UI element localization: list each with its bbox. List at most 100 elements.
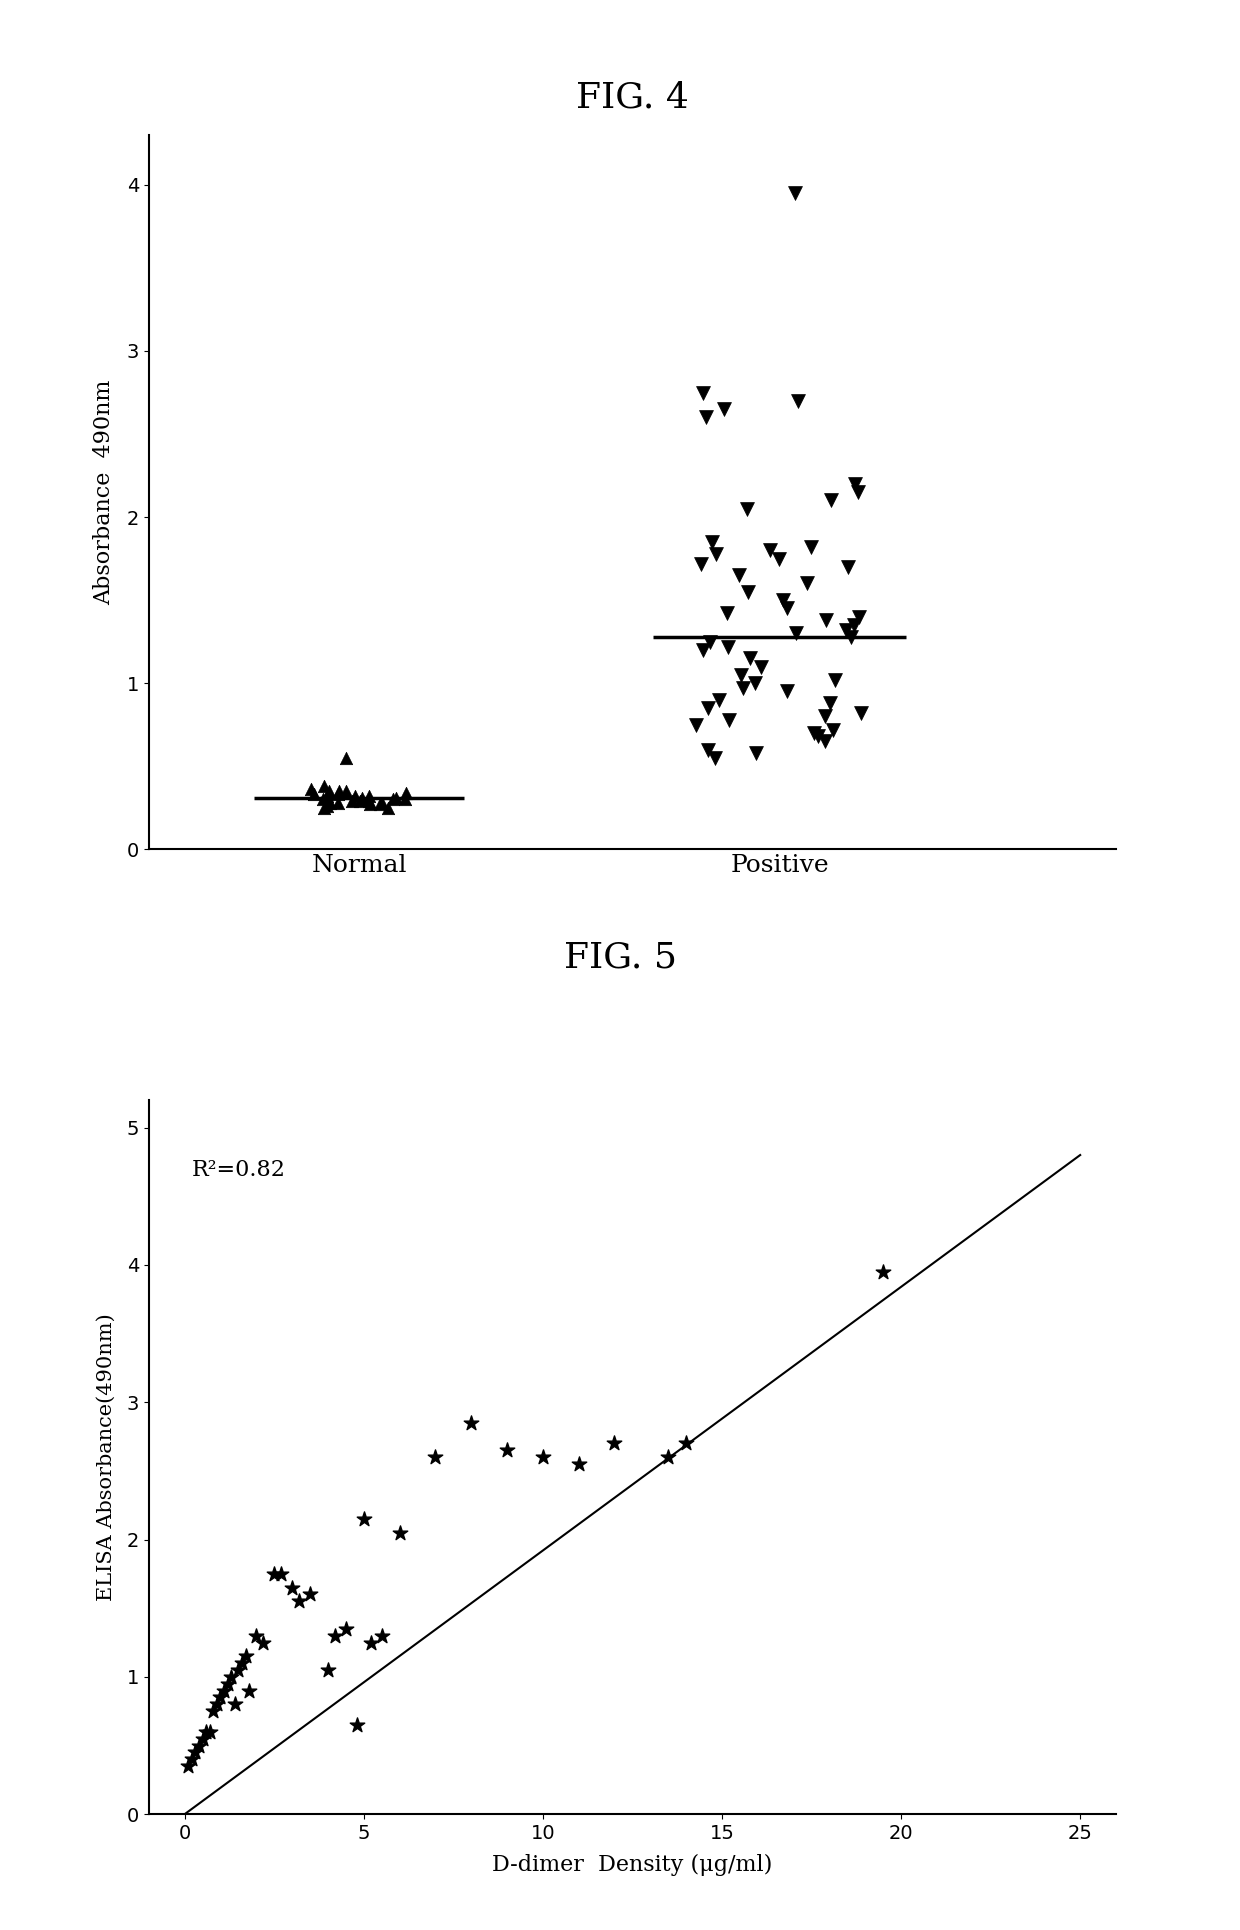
Point [852, 697, 872, 728]
Point [822, 484, 842, 515]
Point [702, 527, 722, 558]
Point [729, 560, 749, 591]
X-axis label: D-dimer  Density (μg/ml): D-dimer Density (μg/ml) [492, 1855, 773, 1876]
Point [315, 770, 335, 801]
Point [228, 1654, 248, 1685]
Point [805, 718, 825, 749]
Point [846, 469, 866, 500]
Point [352, 782, 372, 813]
Point [386, 782, 405, 813]
Point [701, 625, 720, 656]
Point [848, 602, 868, 633]
Y-axis label: Absorbance  490nm: Absorbance 490nm [93, 380, 115, 604]
Point [719, 704, 739, 735]
Point [351, 786, 371, 816]
Point [848, 477, 868, 508]
Point [347, 1710, 367, 1741]
Point [797, 567, 817, 598]
Point [776, 676, 796, 706]
Point [315, 791, 335, 822]
Point [787, 386, 807, 417]
Point [336, 1613, 356, 1644]
Title: FIG. 4: FIG. 4 [575, 81, 689, 114]
Point [264, 1558, 284, 1588]
Point [289, 1586, 309, 1617]
Point [188, 1729, 208, 1760]
Point [312, 784, 332, 814]
Point [283, 1573, 303, 1604]
Point [336, 776, 356, 807]
Point [196, 1716, 216, 1747]
Point [200, 1716, 219, 1747]
Point [737, 494, 756, 525]
Point [397, 778, 417, 809]
Point [760, 535, 780, 565]
Point [786, 618, 806, 648]
Point [714, 394, 734, 425]
Point [709, 685, 729, 716]
Point [569, 1449, 589, 1480]
Point [740, 643, 760, 674]
Point [676, 1428, 696, 1459]
Point [533, 1442, 553, 1473]
Point [692, 548, 712, 579]
Point [353, 1503, 373, 1534]
Point [717, 598, 737, 629]
Point [192, 1723, 212, 1754]
Point [215, 1675, 234, 1706]
Point [203, 1696, 223, 1727]
Point [361, 1627, 381, 1658]
Point [383, 784, 403, 814]
Point [693, 635, 713, 666]
Text: FIG. 5: FIG. 5 [563, 940, 677, 975]
Point [325, 1621, 345, 1652]
Point [873, 1256, 893, 1287]
Point [801, 531, 821, 562]
Point [698, 693, 718, 724]
Point [247, 1621, 267, 1652]
Point [182, 1745, 202, 1776]
Point [336, 743, 356, 774]
Point [825, 664, 844, 695]
Text: R²=0.82: R²=0.82 [192, 1158, 285, 1181]
Point [394, 784, 414, 814]
Point [425, 1442, 445, 1473]
Point [360, 786, 379, 816]
Point [706, 743, 725, 774]
Point [732, 660, 751, 691]
Point [836, 614, 856, 645]
Point [372, 1621, 392, 1652]
Point [698, 733, 718, 764]
Point [658, 1442, 678, 1473]
Point [232, 1648, 252, 1679]
Point [838, 552, 858, 583]
Y-axis label: ELISA Absorbance(490nm): ELISA Absorbance(490nm) [97, 1312, 115, 1602]
Point [272, 1558, 291, 1588]
Point [785, 178, 805, 208]
Point [745, 668, 765, 699]
Point [218, 1668, 238, 1698]
Point [186, 1737, 206, 1768]
Point [697, 401, 717, 432]
Point [317, 780, 337, 811]
Point [769, 542, 789, 573]
Point [389, 1517, 409, 1548]
Point [497, 1434, 517, 1465]
Point [773, 585, 792, 616]
Point [816, 604, 836, 635]
Point [738, 577, 758, 608]
Point [317, 1654, 337, 1685]
Point [808, 720, 828, 751]
Point [317, 791, 337, 822]
Point [239, 1675, 259, 1706]
Point [301, 774, 321, 805]
Point [361, 789, 381, 820]
Point [305, 780, 325, 811]
Point [687, 708, 707, 739]
Point [843, 610, 863, 641]
Point [179, 1751, 198, 1781]
Point [777, 593, 797, 623]
Point [745, 737, 765, 768]
Point [342, 786, 362, 816]
Point [816, 701, 836, 731]
